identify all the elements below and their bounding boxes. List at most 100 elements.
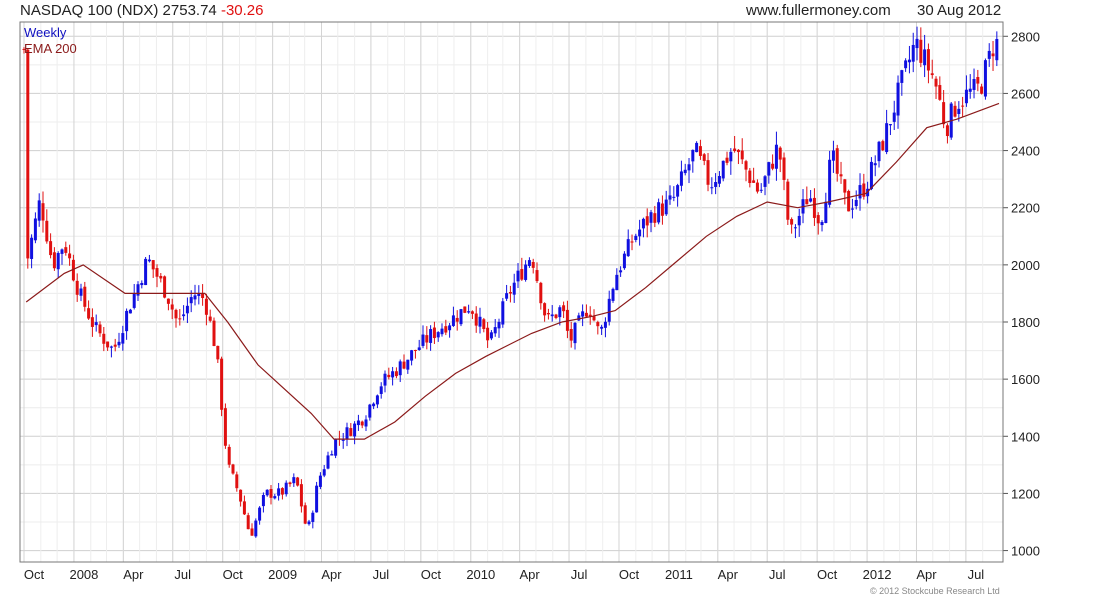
candle-down xyxy=(474,313,478,326)
candle-up xyxy=(619,270,623,273)
candle-up xyxy=(307,521,311,525)
candle-down xyxy=(702,154,706,161)
candle-up xyxy=(634,235,638,241)
candle-down xyxy=(413,349,417,351)
candle-up xyxy=(125,310,129,332)
candle-up xyxy=(448,325,452,331)
candle-up xyxy=(911,44,915,62)
candle-up xyxy=(30,237,34,259)
candle-down xyxy=(862,183,866,197)
candle-down xyxy=(539,282,543,304)
candle-down xyxy=(113,344,117,347)
chart-date: 30 Aug 2012 xyxy=(917,2,1002,19)
legend-period: Weekly xyxy=(24,25,67,40)
candle-up xyxy=(714,182,718,187)
candle-down xyxy=(470,311,474,314)
candle-up xyxy=(315,485,319,513)
candle-up xyxy=(615,274,619,291)
candle-down xyxy=(41,203,45,221)
candle-down xyxy=(926,49,930,71)
candle-down xyxy=(961,105,965,107)
candle-down xyxy=(223,408,227,446)
candle-down xyxy=(733,148,737,152)
candle-up xyxy=(489,332,493,339)
candle-down xyxy=(296,477,300,486)
candle-down xyxy=(463,306,467,313)
candle-down xyxy=(588,314,592,317)
candle-down xyxy=(208,316,212,321)
candle-up xyxy=(421,334,425,346)
candle-down xyxy=(64,247,68,253)
candle-up xyxy=(524,264,528,280)
candle-up xyxy=(828,159,832,205)
candle-up xyxy=(793,227,797,229)
candle-up xyxy=(854,199,858,207)
candle-down xyxy=(942,102,946,125)
candle-up xyxy=(687,164,691,171)
candle-up xyxy=(824,201,828,224)
candle-up xyxy=(676,185,680,197)
candle-up xyxy=(721,160,725,179)
x-tick-label: Apr xyxy=(916,567,937,582)
candle-up xyxy=(869,161,873,190)
candle-down xyxy=(303,505,307,524)
candle-up xyxy=(372,403,376,407)
ema-200-line xyxy=(25,102,1000,440)
candle-down xyxy=(288,482,292,485)
candle-up xyxy=(56,253,60,270)
candle-up xyxy=(915,38,919,49)
x-tick-label: 2011 xyxy=(665,567,693,582)
candle-up xyxy=(60,249,64,254)
candle-down xyxy=(166,298,170,304)
candle-down xyxy=(486,327,490,341)
candle-down xyxy=(778,147,782,160)
candle-up xyxy=(189,297,193,304)
candle-up xyxy=(626,239,630,257)
candle-down xyxy=(216,345,220,360)
candle-down xyxy=(299,484,303,507)
candle-down xyxy=(938,85,942,100)
candle-up xyxy=(691,149,695,162)
candle-down xyxy=(425,335,429,343)
candle-down xyxy=(22,48,26,50)
candle-up xyxy=(964,89,968,104)
candle-up xyxy=(379,386,383,394)
candle-up xyxy=(527,260,531,266)
x-tick-label: Jul xyxy=(373,567,390,582)
candle-up xyxy=(683,169,687,174)
candle-up xyxy=(117,341,121,346)
candle-up xyxy=(972,79,976,90)
candle-down xyxy=(782,157,786,180)
candle-up xyxy=(774,144,778,169)
candle-down xyxy=(744,161,748,170)
candle-up xyxy=(877,141,881,162)
x-tick-label: Oct xyxy=(817,567,838,582)
candle-up xyxy=(417,347,421,350)
candle-up xyxy=(144,258,148,286)
candle-up xyxy=(797,215,801,226)
candle-up xyxy=(391,371,395,378)
legend-ema: EMA 200 xyxy=(24,41,77,56)
candle-down xyxy=(444,326,448,333)
last-price: 2753.74 xyxy=(162,2,217,19)
candle-down xyxy=(554,314,558,318)
candle-up xyxy=(353,423,357,437)
candle-up xyxy=(858,185,862,199)
candle-up xyxy=(436,332,440,338)
candle-up xyxy=(603,321,607,328)
y-tick-label: 1600 xyxy=(1011,372,1040,387)
candle-up xyxy=(923,49,927,66)
candle-down xyxy=(106,341,110,348)
candle-down xyxy=(919,39,923,63)
candle-down xyxy=(280,488,284,495)
candle-down xyxy=(201,293,205,299)
candle-up xyxy=(550,314,554,317)
candle-up xyxy=(558,307,562,318)
x-tick-label: Oct xyxy=(24,567,45,582)
candle-down xyxy=(660,203,664,216)
candle-down xyxy=(847,190,851,212)
y-tick-label: 2800 xyxy=(1011,29,1040,44)
candle-up xyxy=(383,373,387,386)
candle-up xyxy=(664,199,668,215)
candle-down xyxy=(26,49,30,259)
